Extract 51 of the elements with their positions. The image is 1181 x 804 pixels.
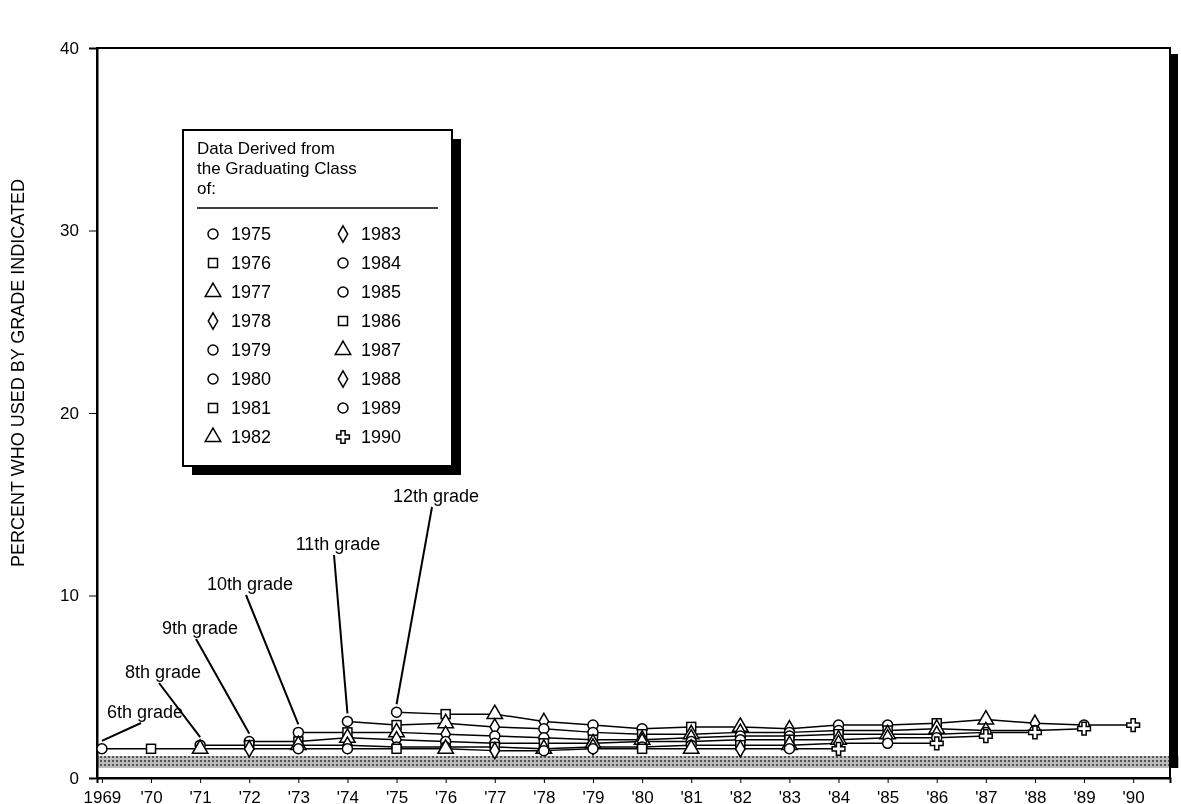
series-label: 6th grade [106, 702, 184, 722]
legend-label: 1984 [361, 253, 402, 273]
x-tick-label: '79 [582, 788, 605, 804]
x-tick-label: '72 [238, 788, 261, 804]
x-tick-label: '84 [827, 788, 851, 804]
x-tick-label: '89 [1073, 788, 1096, 804]
text: 9th grade [161, 618, 239, 638]
x-tick-label: '73 [287, 788, 310, 804]
legend-label: 1982 [231, 427, 272, 447]
legend-label: 1983 [361, 224, 402, 244]
y-axis-title: PERCENT WHO USED BY GRADE INDICATED [8, 178, 28, 568]
x-tick-label: '88 [1024, 788, 1047, 804]
legend-label: 1981 [231, 398, 272, 418]
x-tick-label: '81 [680, 788, 703, 804]
legend-label: 1989 [361, 398, 402, 418]
x-tick-label: '71 [189, 788, 212, 804]
x-tick-label: '86 [926, 788, 949, 804]
legend-label: 1985 [361, 282, 402, 302]
x-tick-label: '77 [484, 788, 507, 804]
legend-label: 1986 [361, 311, 402, 331]
legend-label: 1975 [231, 224, 272, 244]
x-tick-label: '82 [729, 788, 752, 804]
x-tick-label: '74 [336, 788, 360, 804]
legend-title: Data Derived from the Graduating Class of: [197, 139, 357, 198]
legend-label: 1988 [361, 369, 402, 389]
text: 8th grade [124, 662, 202, 682]
x-tick-label: '76 [435, 788, 458, 804]
y-tick-label: 10 [60, 586, 79, 606]
legend-label: 1979 [231, 340, 272, 360]
x-tick-label: '70 [140, 788, 163, 804]
legend-label: 1977 [231, 282, 272, 302]
y-tick-label: 30 [60, 221, 79, 241]
y-tick-label: 40 [60, 38, 79, 58]
x-tick-label: '87 [975, 788, 998, 804]
x-tick-label: '78 [533, 788, 556, 804]
legend-label: 1987 [361, 340, 402, 360]
x-tick-label: '75 [385, 788, 409, 804]
text: 10th grade [206, 574, 294, 594]
x-tick-label: '80 [631, 788, 654, 804]
legend-label: 1978 [231, 311, 272, 331]
y-tick-label: 0 [69, 768, 79, 788]
x-tick-label: 1969 [83, 788, 122, 804]
text: 12th grade [392, 486, 480, 506]
x-tick-label: '83 [778, 788, 801, 804]
legend-label: 1980 [231, 369, 272, 389]
legend-label: 1976 [231, 253, 272, 273]
legend-label: 1990 [361, 427, 402, 447]
x-tick-label: '85 [877, 788, 900, 804]
text: 11th grade [295, 534, 381, 554]
x-tick-label: '90 [1122, 788, 1145, 804]
y-tick-label: 20 [60, 403, 79, 423]
